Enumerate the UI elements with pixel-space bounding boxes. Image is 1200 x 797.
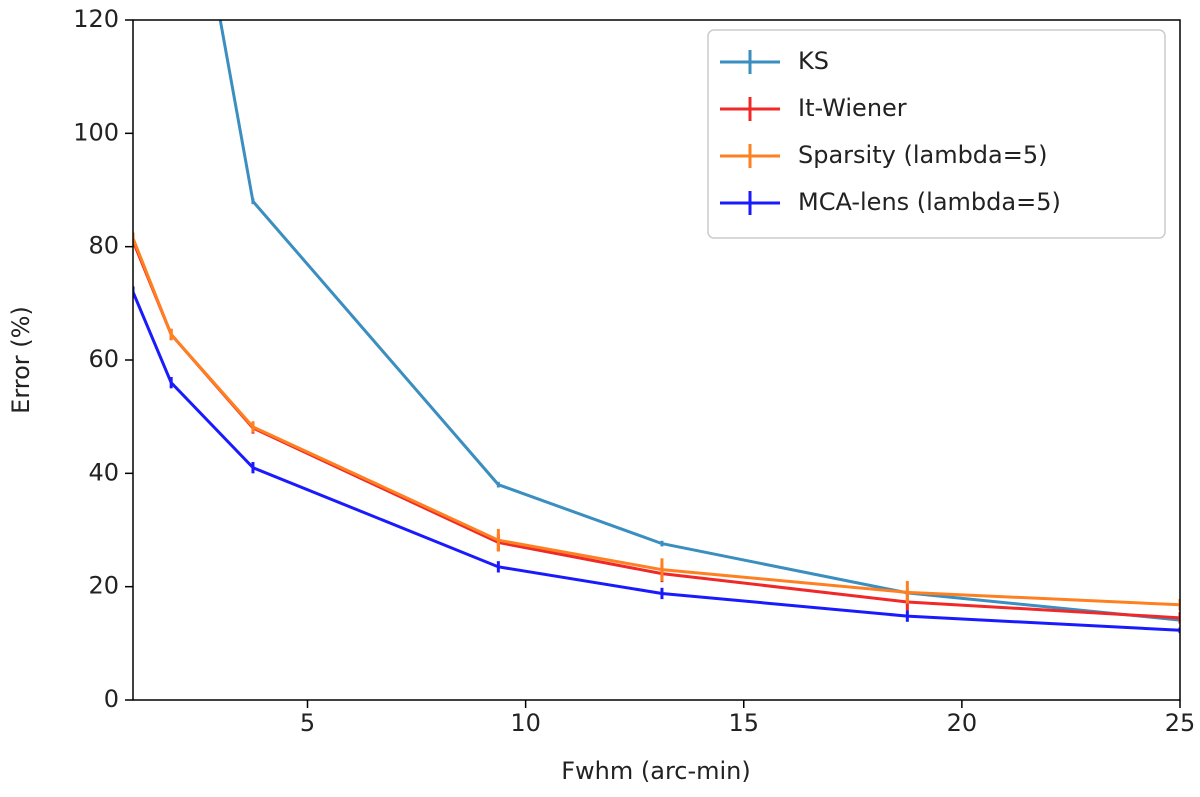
y-tick-label: 40 (88, 458, 119, 486)
y-tick-label: 120 (73, 5, 119, 33)
series-line (133, 291, 1180, 632)
y-tick-label: 60 (88, 345, 119, 373)
plot-area (133, 20, 1180, 634)
x-tick-label: 20 (947, 709, 978, 737)
legend-label: KS (798, 47, 829, 75)
series-line (133, 237, 1180, 607)
x-axis-label: Fwhm (arc-min) (561, 757, 751, 785)
legend-label: Sparsity (lambda=5) (798, 141, 1048, 169)
y-tick-label: 20 (88, 572, 119, 600)
y-tick-label: 100 (73, 118, 119, 146)
legend-label: It-Wiener (798, 94, 907, 122)
legend-label: MCA-lens (lambda=5) (798, 188, 1061, 216)
x-tick-label: 5 (300, 709, 315, 737)
series-line (133, 240, 1180, 620)
y-tick-label: 80 (88, 232, 119, 260)
x-tick-label: 15 (728, 709, 759, 737)
y-tick-label: 0 (104, 685, 119, 713)
x-tick-label: 25 (1165, 709, 1196, 737)
x-tick-label: 10 (510, 709, 541, 737)
legend-box (707, 29, 1166, 239)
y-axis-label: Error (%) (7, 306, 35, 414)
